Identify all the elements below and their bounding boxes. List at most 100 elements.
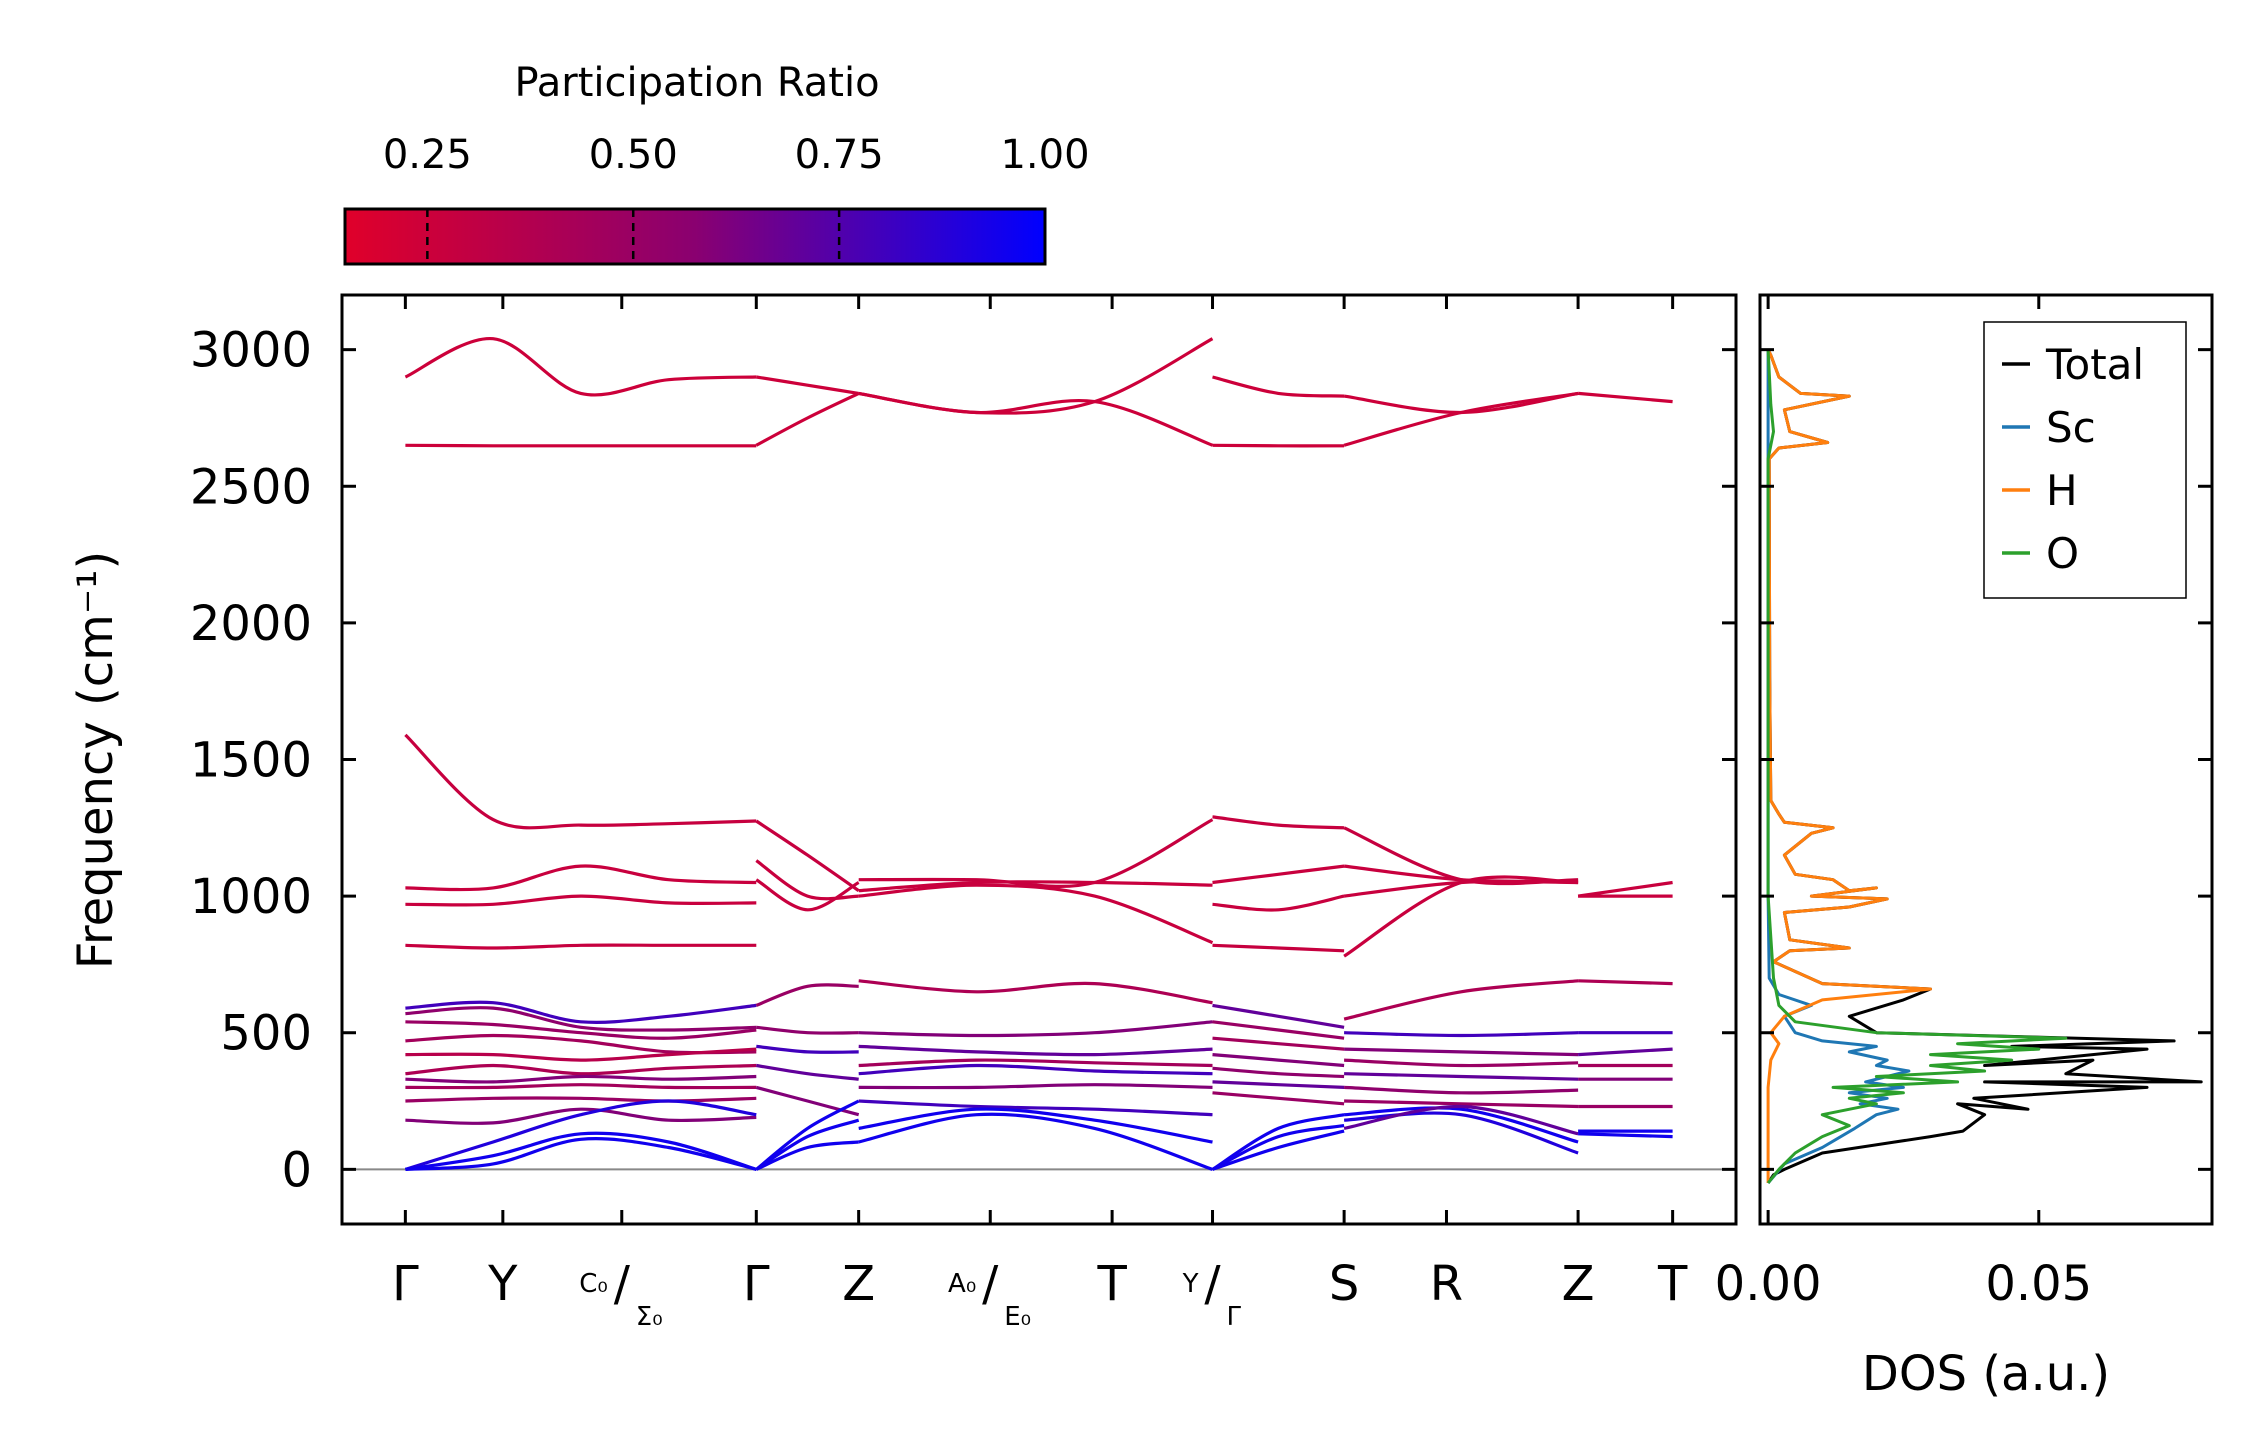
phonon-branch — [858, 1112, 1214, 1171]
phonon-branch — [1211, 1129, 1345, 1171]
phonon-branch — [1212, 1066, 1345, 1079]
phonon-branch — [755, 859, 859, 901]
kpoint-label: T — [1096, 1256, 1127, 1312]
kpoint-label: C₀/Σ₀ — [579, 1256, 662, 1332]
phonon-branch — [755, 1085, 860, 1117]
phonon-branch — [405, 1083, 757, 1090]
svg-text:/: / — [614, 1256, 631, 1312]
phonon-branch — [1211, 1113, 1345, 1171]
dos-panel: 0.00 0.05 DOS (a.u.) Total Sc HO — [1715, 293, 2214, 1402]
phonon-branch — [1578, 979, 1673, 986]
phonon-branch — [404, 337, 757, 397]
phonon-branch — [755, 983, 859, 1007]
phonon-branch — [1212, 1053, 1345, 1068]
dos-series-sc — [1766, 349, 1911, 1184]
kpoint-label: R — [1430, 1256, 1463, 1312]
phonon-branch — [405, 1063, 757, 1076]
kpoint-label: T — [1657, 1256, 1688, 1312]
phonon-branch — [755, 878, 860, 912]
phonon-branch — [1344, 1058, 1579, 1068]
phonon-branch — [858, 818, 1214, 888]
kpoint-label: Y/Γ — [1182, 1256, 1242, 1332]
colorbar-tick-label: 0.50 — [589, 132, 678, 178]
band-ytick-label: 2000 — [190, 596, 312, 652]
phonon-branch — [1344, 1072, 1579, 1081]
dos-xtick-label: 0.05 — [1985, 1256, 2092, 1312]
phonon-branch — [858, 391, 1214, 447]
kpoint-label: Γ — [743, 1256, 770, 1312]
dos-legend: Total Sc HO — [1983, 321, 2187, 599]
phonon-branch — [755, 819, 860, 893]
band-ytick-label: 1500 — [190, 733, 312, 789]
phonon-branch — [405, 1137, 757, 1171]
phonon-branch — [858, 1044, 1213, 1057]
phonon-branch — [405, 443, 757, 448]
phonon-branch — [404, 733, 757, 830]
svg-text:Σ₀: Σ₀ — [636, 1302, 663, 1332]
phonon-branch — [858, 1083, 1213, 1090]
dos-x-axis-title: DOS (a.u.) — [1862, 1346, 2110, 1402]
phonon-branch — [858, 979, 1213, 1005]
phonon-branch — [1212, 1091, 1345, 1106]
legend-label: O — [2046, 529, 2079, 578]
phonon-branch — [405, 1107, 757, 1125]
phonon-branch — [1344, 1031, 1579, 1038]
phonon-branch — [1343, 391, 1579, 415]
phonon-branch — [858, 1099, 1213, 1117]
phonon-branch — [1578, 1047, 1673, 1057]
dos-series-h — [1766, 348, 1932, 1183]
phonon-branch — [405, 864, 757, 892]
kpoint-label: Y — [487, 1256, 518, 1312]
phonon-branch — [1212, 864, 1345, 885]
phonon-branch — [1212, 815, 1345, 830]
phonon-branch — [404, 1099, 757, 1171]
phonon-branch — [755, 1140, 859, 1171]
legend-label: H — [2046, 466, 2078, 515]
phonon-branch — [1212, 894, 1345, 912]
phonon-branch — [1343, 391, 1579, 447]
phonon-branch — [1212, 943, 1345, 953]
phonon-branch — [1344, 1106, 1579, 1144]
colorbar-tick-label: 1.00 — [1000, 132, 1089, 178]
kpoint-label: A₀/E₀ — [948, 1256, 1031, 1332]
phonon-branch — [405, 1047, 757, 1062]
phonon-branch — [405, 1096, 757, 1103]
phonon-branch — [858, 1058, 1213, 1068]
colorbar-title: Participation Ratio — [514, 60, 879, 106]
phonon-branch — [858, 1020, 1213, 1038]
dos-xtick-label: 0.00 — [1715, 1256, 1822, 1312]
svg-text:/: / — [982, 1256, 999, 1312]
phonon-branch — [1344, 1047, 1579, 1057]
phonon-branch — [756, 1025, 859, 1035]
colorbar-tick-label: 0.25 — [383, 132, 472, 178]
phonon-branch — [1212, 1003, 1345, 1029]
dos-series-o — [1766, 349, 2068, 1184]
svg-text:C₀: C₀ — [579, 1269, 608, 1299]
colorbar-tick-label: 0.75 — [795, 132, 884, 178]
svg-text:Γ: Γ — [1227, 1302, 1242, 1332]
phonon-branch — [1212, 1036, 1345, 1051]
phonon-branch — [756, 1044, 859, 1054]
phonon-branch — [1343, 875, 1579, 958]
svg-text:/: / — [1204, 1256, 1221, 1312]
phonon-branch — [1343, 979, 1579, 1021]
phonon-branch — [755, 1118, 860, 1171]
svg-text:A₀: A₀ — [948, 1269, 976, 1299]
phonon-branch — [1578, 1132, 1673, 1139]
phonon-branch — [1344, 1111, 1579, 1155]
phonon-branch — [858, 883, 1214, 945]
phonon-branch — [405, 1033, 757, 1055]
phonon-branch — [1343, 1104, 1579, 1136]
phonon-branch — [405, 894, 757, 907]
svg-text:Y: Y — [1182, 1269, 1199, 1299]
phonon-branch — [858, 337, 1214, 415]
phonon-branch — [858, 1063, 1213, 1076]
phonon-branch — [1577, 880, 1673, 898]
phonon-branch — [1212, 375, 1345, 398]
band-ytick-label: 500 — [220, 1006, 312, 1062]
band-ytick-label: 1000 — [190, 869, 312, 925]
legend-label: Sc — [2046, 403, 2096, 452]
colorbar-gradient — [343, 207, 1047, 266]
